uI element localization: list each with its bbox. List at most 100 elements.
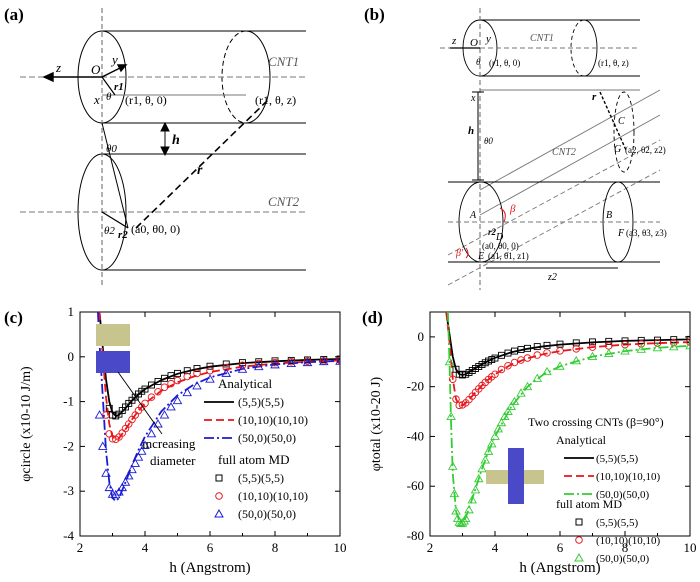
legend-md-label-(50,0)(50,0): (50,0)(50,0) (596, 553, 649, 565)
cnt2-cylinder-b (448, 91, 660, 263)
label-z-b: z (451, 35, 457, 47)
annotation-line-1: increasing (142, 436, 196, 451)
label-r: r (197, 163, 203, 178)
md-point-triangle (253, 361, 264, 371)
md-point-square (498, 351, 505, 359)
md-point-square (183, 367, 191, 375)
md-point-triangle (159, 410, 170, 419)
md-point-triangle (490, 431, 500, 440)
label-beta: β (509, 203, 516, 215)
md-point-triangle (94, 410, 105, 419)
panel-a-tag: (a) (4, 5, 24, 24)
crossed-tube-icon (96, 351, 130, 373)
md-point-triangle (110, 489, 121, 499)
series-layer (94, 312, 340, 503)
label-pt1-b: (r1, θ, 0) (489, 58, 520, 68)
label-y: y (110, 52, 118, 67)
md-point-square (504, 349, 512, 357)
md-point-square (174, 369, 181, 377)
y-axis-label: φtotal (x10-20 J) (369, 376, 384, 471)
y-tick-label: -20 (407, 379, 424, 394)
cnt1-cylinder-b (440, 19, 640, 91)
panel-d-tag: (d) (362, 308, 383, 327)
legend-d-header: Two crossing CNTs (β=90°) (528, 415, 664, 429)
md-point-square (141, 385, 149, 393)
md-point-triangle (447, 461, 458, 470)
x-tick-label: 2 (427, 540, 434, 555)
md-point-square (161, 374, 168, 382)
panel-d-chart: (d) 2 4 6 8 10 0 -20 -40 -60 -80 h (Angstrom) φtota… (362, 308, 697, 576)
series-line-(10,10)(10,10) (445, 312, 690, 407)
md-point-circle (238, 361, 247, 370)
md-point-triangle (587, 351, 598, 361)
md-point-triangle (542, 366, 552, 376)
label-pt2: (r1, θ, z) (255, 93, 296, 107)
md-point-circle (504, 362, 512, 370)
md-point-triangle (668, 341, 679, 351)
legend-md-label-(10,10)(10,10): (10,10)(10,10) (596, 535, 660, 547)
md-point-circle (556, 347, 564, 355)
md-point-circle (686, 338, 690, 346)
legend-label-(50,0)(50,0): (50,0)(50,0) (596, 489, 649, 501)
md-point-circle (160, 383, 169, 392)
md-point-square (167, 372, 175, 380)
label-x-b: x (470, 93, 476, 104)
legend-c-analytical: Analytical (218, 376, 273, 391)
md-point-circle (449, 375, 457, 383)
md-point-triangle (473, 473, 484, 483)
md-point-circle (637, 340, 646, 348)
md-point-circle (102, 411, 110, 419)
label-cnt1-b: CNT1 (530, 33, 554, 44)
y-tick-label: -60 (407, 478, 424, 493)
md-point-triangle (136, 446, 147, 455)
md-point-triangle (104, 482, 115, 492)
md-point-triangle (444, 356, 455, 366)
md-point-triangle (127, 464, 137, 474)
md-point-triangle (120, 477, 131, 486)
md-point-circle (543, 349, 551, 357)
md-point-square (105, 404, 113, 412)
label-theta2: θ2 (104, 225, 115, 237)
label-ptG: (a2, θ2, z2) (625, 145, 666, 155)
md-point-triangle (460, 513, 471, 523)
legend-label-(10,10)(10,10): (10,10)(10,10) (596, 471, 660, 483)
x-tick-label: 10 (684, 540, 697, 555)
md-point-triangle (603, 348, 614, 358)
md-point-triangle (221, 368, 232, 377)
md-point-square (206, 362, 214, 370)
label-r2-b: r2 (488, 227, 497, 237)
md-point-triangle (446, 411, 456, 420)
chart-c-series (94, 312, 340, 503)
x-tick-label: 6 (207, 540, 214, 555)
md-point-triangle (146, 428, 157, 438)
md-point-triangle (486, 439, 497, 448)
md-point-square (148, 381, 155, 389)
coordinate-axes (42, 64, 128, 83)
label-cnt2: CNT2 (268, 194, 300, 209)
label-theta0: θ0 (106, 143, 117, 155)
panel-b-tag: (b) (364, 5, 385, 24)
legend-md-label-(5,5)(5,5): (5,5)(5,5) (238, 471, 284, 485)
label-C: C (618, 116, 625, 127)
y-tick-label: 0 (68, 349, 75, 364)
md-point-circle (588, 343, 597, 351)
label-y-b: y (485, 33, 491, 45)
legend-marker-square (575, 518, 583, 526)
md-point-triangle (456, 518, 466, 528)
md-point-circle (193, 369, 201, 378)
series-line-(50,0)(50,0) (97, 312, 340, 503)
legend-d-analytical: Analytical (556, 433, 607, 447)
md-point-triangle (335, 356, 340, 365)
x-tick-label: 6 (557, 540, 564, 555)
r1-vector (101, 76, 116, 96)
md-point-circle (271, 358, 279, 367)
y-tick-label: -40 (407, 428, 424, 443)
md-point-triangle (123, 471, 134, 480)
label-F: F (617, 228, 625, 239)
label-G: G (614, 144, 621, 155)
md-point-triangle (451, 506, 461, 515)
md-point-triangle (509, 396, 520, 406)
legend-label-(10,10)(10,10): (10,10)(10,10) (238, 413, 308, 427)
